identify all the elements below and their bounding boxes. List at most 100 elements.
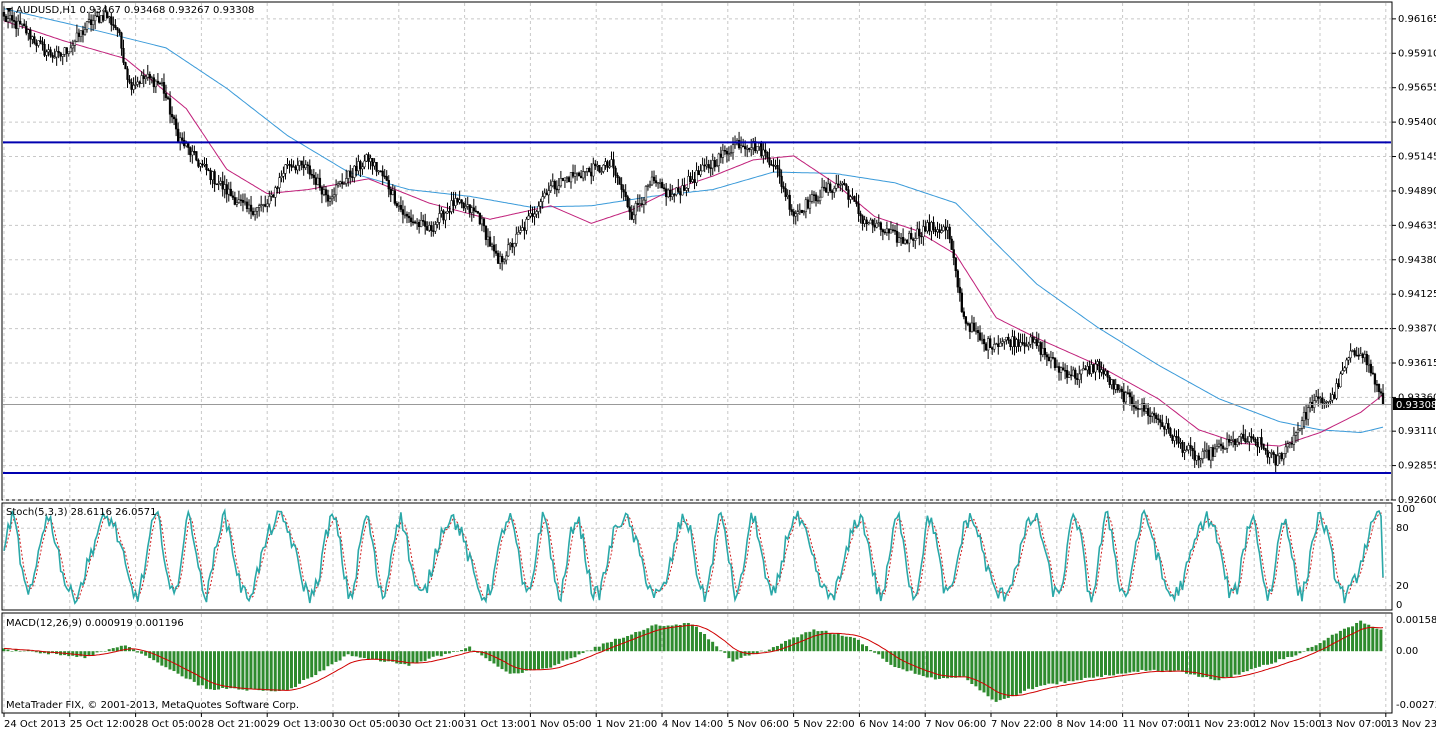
macd-bar	[1363, 623, 1367, 652]
macd-bar	[314, 651, 318, 676]
candle-body	[1347, 357, 1350, 361]
candle-body	[531, 213, 534, 217]
candle-body	[914, 238, 917, 241]
candle-body	[401, 209, 405, 215]
candle-body	[1357, 354, 1360, 357]
candle-body	[739, 145, 743, 149]
candle-body	[1294, 432, 1298, 436]
candle-body	[486, 236, 490, 240]
candle-body	[100, 15, 103, 23]
macd-bar	[391, 651, 395, 662]
candle-body	[288, 164, 291, 166]
candle-body	[1201, 451, 1204, 459]
macd-bar	[524, 651, 528, 671]
candle-body	[829, 183, 832, 192]
candle-body	[997, 343, 1000, 347]
candle-body	[1377, 384, 1381, 392]
macd-bar	[330, 651, 334, 665]
macd-bar	[87, 651, 91, 656]
candle-body	[1098, 361, 1101, 373]
candle-body	[1124, 392, 1127, 403]
candle-body	[912, 238, 915, 241]
candle-body	[1041, 348, 1044, 355]
candle-body	[1045, 354, 1049, 358]
candle-body	[124, 62, 127, 70]
price-pane[interactable]	[1, 1, 1393, 501]
candle-body	[1308, 401, 1312, 409]
macd-bar	[184, 651, 188, 679]
stoch-pane[interactable]	[1, 502, 1393, 611]
stoch-tick-label: 100	[1396, 504, 1415, 515]
candle-body	[689, 176, 692, 182]
macd-bar	[245, 651, 249, 691]
macd-bar	[294, 651, 297, 687]
candle-body	[209, 170, 212, 181]
macd-bar	[626, 636, 630, 652]
candle-body	[541, 196, 544, 202]
candle-body	[118, 29, 121, 34]
candle-body	[67, 51, 70, 54]
candle-body	[790, 209, 793, 212]
candle-body	[413, 221, 417, 224]
macd-bar	[1257, 651, 1261, 667]
macd-bar	[1342, 628, 1346, 652]
candle-body	[853, 196, 856, 202]
macd-bar	[160, 651, 164, 666]
candle-body	[298, 160, 301, 166]
candle-body	[1209, 447, 1213, 461]
candle-body	[102, 15, 105, 21]
candle-body	[818, 196, 822, 201]
candle-body	[507, 244, 510, 257]
macd-bar	[1124, 651, 1128, 674]
candle-body	[302, 164, 305, 169]
candle-body	[1238, 436, 1241, 443]
candle-body	[377, 170, 380, 173]
candle-body	[181, 137, 184, 141]
macd-bar	[460, 650, 464, 652]
macd-bar	[1229, 651, 1233, 678]
candle-body	[150, 77, 153, 79]
candle-body	[737, 140, 741, 149]
macd-header: MACD(12,26,9) 0.000919 0.001196	[6, 618, 184, 629]
macd-bar	[958, 651, 962, 678]
candle-body	[341, 181, 344, 185]
macd-bar	[379, 651, 383, 662]
candle-body	[626, 196, 629, 208]
macd-bar	[1249, 651, 1253, 670]
candle-body	[1254, 439, 1257, 443]
candle-body	[1260, 437, 1263, 445]
candle-body	[1035, 339, 1038, 347]
macd-tick-label: 0.00	[1396, 646, 1418, 657]
candle-body	[1031, 336, 1034, 343]
macd-bar	[350, 651, 354, 657]
candle-body	[1205, 449, 1208, 452]
macd-bar	[549, 651, 553, 668]
candle-body	[910, 233, 913, 240]
macd-bar	[346, 651, 350, 655]
dropdown-arrow-icon[interactable]	[6, 8, 12, 12]
candle-body	[79, 30, 83, 37]
candle-body	[55, 51, 58, 58]
candle-body	[879, 222, 882, 230]
candle-body	[656, 182, 660, 185]
candle-body	[1094, 363, 1097, 373]
time-tick-label: 11 Nov 07:00	[1123, 719, 1190, 730]
candle-body	[837, 183, 840, 186]
candle-body	[891, 229, 895, 231]
macd-bar	[1023, 651, 1026, 691]
candle-body	[1369, 363, 1373, 374]
candle-body	[258, 205, 261, 208]
candle-body	[496, 253, 500, 264]
horizontal-lines[interactable]	[3, 141, 1391, 475]
candle-body	[1341, 370, 1344, 375]
candle-body	[642, 199, 646, 205]
macd-bar	[383, 651, 387, 662]
macd-bar	[225, 651, 229, 689]
candle-body	[916, 228, 919, 239]
candle-body	[1304, 411, 1308, 420]
candle-body	[249, 204, 253, 212]
macd-bar	[553, 651, 557, 666]
candle-body	[361, 166, 364, 170]
macd-bar	[804, 632, 808, 652]
